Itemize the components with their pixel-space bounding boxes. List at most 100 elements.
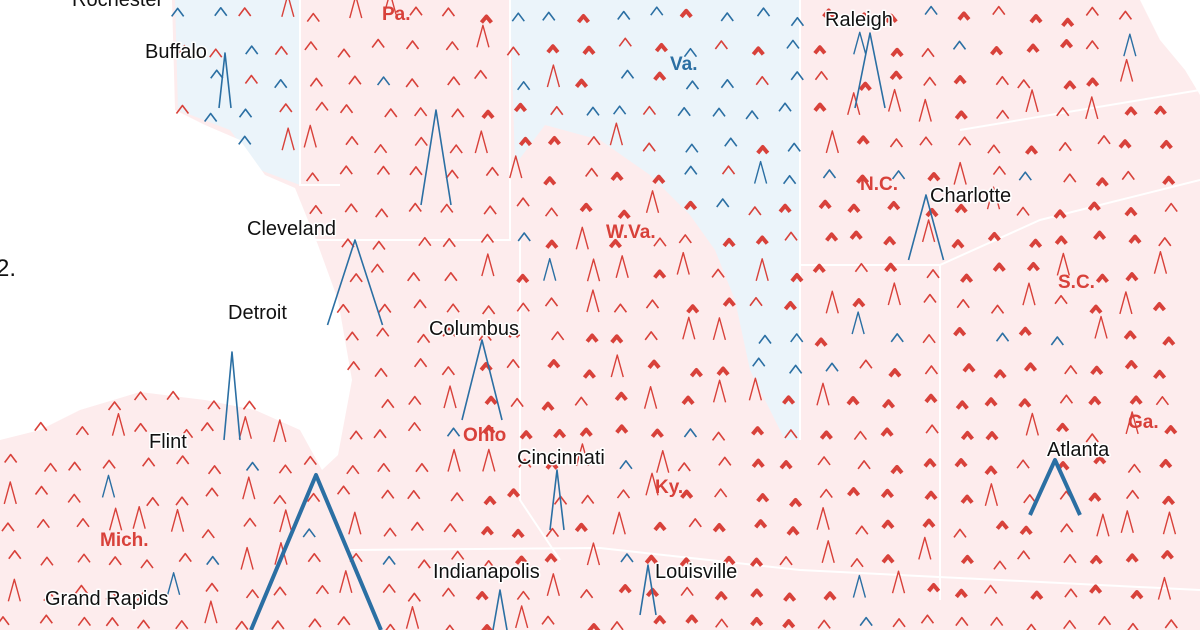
republican-spike [1128, 234, 1142, 244]
republican-spike [238, 7, 252, 17]
republican-spike [43, 591, 57, 602]
republican-spike [853, 430, 868, 441]
democrat-spike [859, 616, 873, 627]
democrat-spike [382, 555, 396, 566]
republican-spike [676, 251, 690, 275]
republican-spike [918, 536, 932, 560]
republican-spike [1125, 411, 1139, 435]
republican-spike [951, 239, 965, 249]
republican-spike [579, 427, 593, 437]
republican-spike [1097, 135, 1111, 145]
republican-spike [858, 81, 872, 91]
republican-spike [581, 494, 595, 505]
democrat-spike [210, 69, 224, 79]
republican-spike [417, 559, 431, 569]
republican-spike [405, 605, 420, 629]
democrat-spike [619, 460, 633, 470]
republican-spike [541, 401, 555, 411]
republican-spike [1164, 202, 1178, 213]
republican-spike [451, 108, 465, 118]
republican-spike [954, 203, 968, 214]
republican-spike [783, 592, 797, 602]
republican-spike [1054, 235, 1068, 245]
republican-spike [782, 395, 796, 405]
republican-spike [553, 429, 567, 439]
republican-spike [825, 232, 839, 242]
republican-spike [1061, 17, 1075, 28]
republican-spike [892, 618, 906, 628]
republican-spike [814, 70, 829, 81]
republican-spike [993, 560, 1007, 570]
republican-spike [348, 511, 362, 535]
edge-text-fragment: 2. [0, 255, 16, 282]
democrat-spike [245, 461, 260, 471]
republican-spike [609, 122, 624, 146]
republican-spike [653, 71, 667, 81]
republican-spike [341, 238, 355, 248]
republican-spike [546, 64, 561, 88]
republican-spike [544, 553, 558, 563]
republican-spike [516, 302, 530, 312]
republican-spike [1025, 89, 1039, 113]
republican-spike [68, 461, 82, 471]
republican-spike [714, 591, 728, 601]
republican-spike [1023, 362, 1038, 372]
democrat-spike [853, 31, 867, 55]
republican-spike [105, 590, 119, 600]
republican-spike [1058, 141, 1072, 152]
republican-spike [381, 398, 395, 409]
republican-spike [345, 135, 359, 146]
republican-spike [995, 520, 1009, 530]
republican-spike [1094, 315, 1108, 339]
republican-spike [74, 584, 89, 594]
republican-spike [481, 305, 496, 315]
republican-spike [479, 14, 493, 24]
republican-spike [305, 172, 320, 182]
republican-spike [850, 558, 864, 568]
democrat-spike [274, 78, 288, 89]
city-label-flint: Flint [149, 431, 187, 453]
republican-spike [751, 426, 765, 436]
republican-spike [642, 105, 657, 116]
republican-spike [652, 174, 666, 184]
republican-spike [179, 428, 194, 439]
republican-spike [108, 556, 122, 566]
republican-spike [243, 517, 257, 527]
new-york-area [175, 0, 300, 185]
republican-spike [890, 464, 904, 475]
republican-spike [647, 359, 661, 369]
major-spike-pittsburgh [420, 109, 452, 206]
republican-spike [102, 459, 116, 469]
republican-spike [40, 556, 54, 566]
republican-spike [509, 155, 523, 179]
republican-spike [371, 38, 385, 48]
state-label-wva: W.Va. [606, 222, 656, 243]
virginia-area [510, 0, 800, 440]
democrat-spike [620, 553, 634, 563]
republican-spike [813, 45, 827, 55]
republican-spike [681, 395, 695, 405]
republican-spike [992, 165, 1007, 176]
democrat-spike [782, 174, 797, 185]
republican-spike [315, 101, 329, 111]
democrat-spike [204, 112, 218, 123]
republican-spike [962, 363, 976, 373]
republican-spike [337, 616, 351, 626]
democrat-spike [952, 40, 967, 50]
republican-spike [349, 0, 363, 19]
republican-spike [441, 7, 456, 17]
democrat-spike [516, 81, 531, 91]
republican-spike [990, 616, 1004, 627]
republican-spike [339, 570, 353, 593]
republican-spike [656, 450, 670, 473]
republican-spike [43, 462, 58, 473]
republican-spike [582, 45, 596, 55]
republican-spike [1120, 510, 1134, 534]
republican-spike [1016, 206, 1030, 216]
republican-spike [451, 550, 465, 560]
republican-spike [76, 518, 90, 528]
city-label-atlanta: Atlanta [1047, 439, 1110, 461]
major-spike-cincinnati [549, 469, 565, 531]
republican-spike [922, 518, 936, 528]
republican-spike [36, 518, 50, 529]
